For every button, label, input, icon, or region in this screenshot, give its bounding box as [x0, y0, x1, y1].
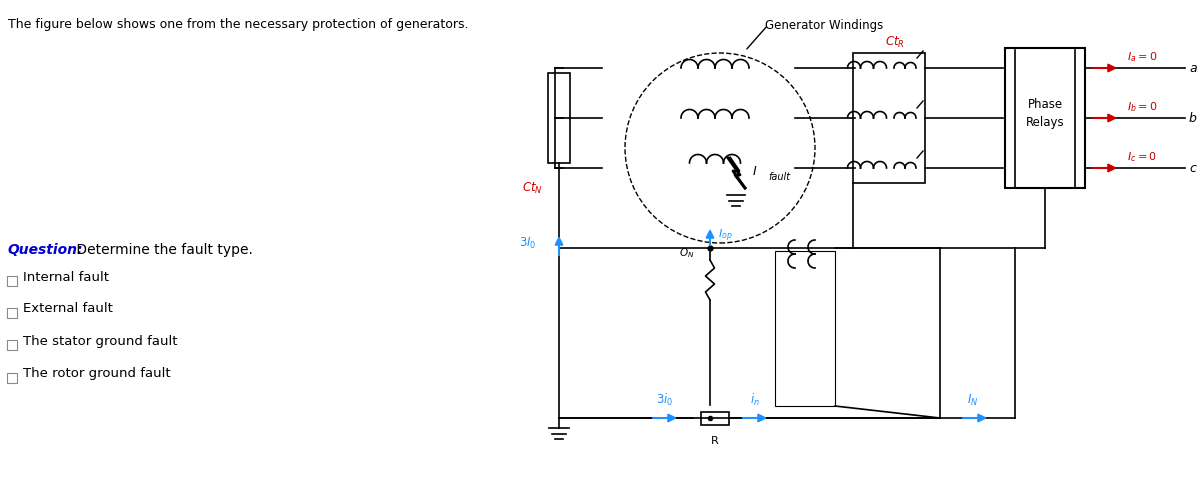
Text: $I_a = 0$: $I_a = 0$ — [1127, 50, 1157, 64]
Text: External fault: External fault — [23, 302, 113, 315]
Bar — [1005, 48, 1085, 188]
Text: $Ct_N$: $Ct_N$ — [522, 181, 543, 196]
Text: The rotor ground fault: The rotor ground fault — [23, 368, 171, 380]
Text: $I_c = 0$: $I_c = 0$ — [1127, 150, 1157, 164]
Text: $3i_0$: $3i_0$ — [657, 392, 674, 408]
Text: $I_N$: $I_N$ — [967, 393, 979, 408]
Text: $Ct_R$: $Ct_R$ — [885, 35, 905, 50]
Text: Question:: Question: — [8, 243, 83, 257]
Bar — [7, 373, 17, 383]
Bar — [775, 251, 835, 406]
Text: $I_b = 0$: $I_b = 0$ — [1127, 100, 1157, 114]
Text: The stator ground fault: The stator ground fault — [23, 334, 178, 348]
Bar — [7, 308, 17, 318]
Text: The figure below shows one from the necessary protection of generators.: The figure below shows one from the nece… — [8, 18, 468, 31]
Bar — [7, 340, 17, 350]
Text: Generator Windings: Generator Windings — [765, 19, 883, 32]
Text: fault: fault — [768, 172, 790, 182]
Text: Internal fault: Internal fault — [23, 271, 109, 284]
Text: c: c — [1189, 161, 1196, 175]
Bar — [701, 411, 729, 425]
Bar — [7, 276, 17, 286]
Text: $i_n$: $i_n$ — [749, 392, 760, 408]
Text: $3I_0$: $3I_0$ — [520, 235, 537, 250]
Text: $I$: $I$ — [752, 165, 758, 178]
Text: $O_N$: $O_N$ — [678, 246, 694, 260]
Text: $I_{op}$: $I_{op}$ — [718, 228, 733, 244]
Text: Determine the fault type.: Determine the fault type. — [72, 243, 253, 257]
Bar — [853, 53, 925, 183]
Text: b: b — [1189, 112, 1197, 125]
Text: R: R — [711, 436, 719, 446]
Text: Phase
Relays: Phase Relays — [1026, 98, 1065, 128]
Bar — [549, 73, 570, 163]
Text: a: a — [1189, 61, 1197, 74]
